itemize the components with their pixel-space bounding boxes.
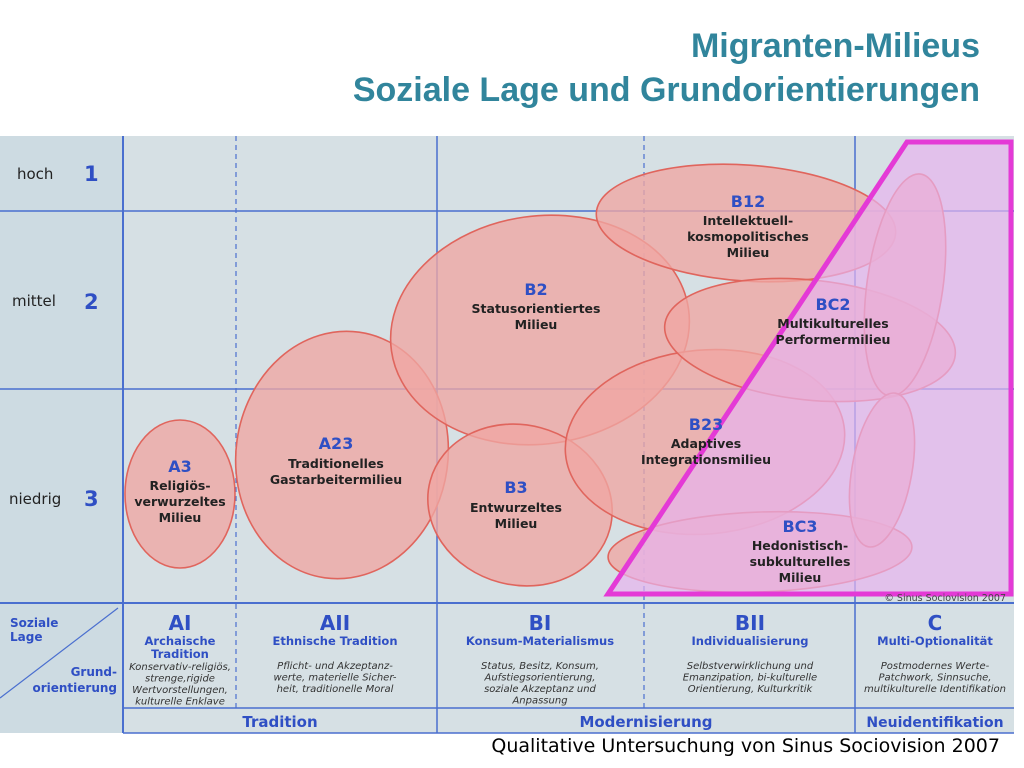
title-block: Migranten-Milieus Soziale Lage und Grund… (353, 24, 980, 112)
slide-title: Migranten-Milieus (690, 27, 980, 65)
milieu-code-a23: A23 (319, 434, 354, 453)
row-number-2: 2 (84, 290, 99, 314)
milieu-code-b12: B12 (731, 192, 765, 211)
milieu-code-b23: B23 (689, 415, 723, 434)
left-axis-panel (0, 136, 123, 603)
column-desc-bii: Selbstverwirklichung und Emanzipation, bi… (683, 661, 817, 695)
row-number-3: 3 (84, 487, 99, 511)
milieu-code-b2: B2 (524, 280, 547, 299)
copyright-note: © Sinus Sociovision 2007 (884, 593, 1006, 604)
row-labels: hoch 1 mittel 2 niedrig 3 (9, 162, 99, 511)
column-name-bi: Konsum-Materialismus (466, 634, 614, 648)
column-desc-bi: Status, Besitz, Konsum, Aufstiegsorientie… (481, 661, 599, 707)
milieu-name-a3: Religiös-verwurzeltes Milieu (134, 478, 225, 525)
slide-subtitle: Soziale Lage und Grundorientierungen (352, 71, 980, 109)
row-label-niedrig: niedrig (9, 490, 61, 508)
column-code-c: C (928, 611, 943, 635)
group-labels: Tradition Modernisierung Neuidentifikati… (242, 713, 1003, 731)
column-code-bi: BI (529, 611, 552, 635)
corner-cell (0, 603, 123, 733)
milieu-name-b23: Adaptives Integrationsmilieu (641, 436, 771, 467)
column-code-bii: BII (735, 611, 765, 635)
milieu-code-bc3: BC3 (782, 517, 817, 536)
column-name-c: Multi-Optionalität (877, 634, 993, 648)
milieu-name-a23: Traditionelles Gastarbeitermilieu (270, 456, 402, 487)
column-headers: AI Archaische Tradition Konservativ-relig… (129, 611, 1006, 708)
column-desc-aii: Pflicht- und Akzeptanz-werte, materielle… (273, 661, 396, 695)
orientation-band (123, 603, 1014, 708)
milieu-name-bc3: Hedonistisch-subkulturelles Milieu (750, 538, 851, 585)
caption: Qualitative Untersuchung von Sinus Socio… (491, 735, 1000, 757)
group-band (123, 708, 1014, 733)
milieu-name-bc2: Multikulturelles Performermilieu (776, 316, 891, 347)
row-label-hoch: hoch (17, 165, 53, 183)
milieu-name-b3: Entwurzeltes Milieu (470, 500, 562, 531)
milieu-labels: A3 Religiös-verwurzeltes Milieu A23 Tradi… (134, 192, 890, 585)
bc-overlay-area (603, 139, 1014, 597)
milieu-code-bc2: BC2 (815, 295, 850, 314)
milieu-code-b3: B3 (504, 478, 527, 497)
column-desc-c: Postmodernes Werte-Patchwork, Sinnsuche,… (864, 661, 1006, 695)
group-label-modernisierung: Modernisierung (579, 713, 712, 731)
corner-label-soziale-lage: Soziale Lage (10, 616, 58, 644)
column-name-ai: Archaische Tradition (145, 634, 216, 661)
column-desc-ai: Konservativ-religiös, strenge,rigide Wertv… (129, 662, 231, 708)
group-label-neuidentifikation: Neuidentifikation (866, 715, 1003, 731)
row-number-1: 1 (84, 162, 99, 186)
milieu-shape-a3 (124, 419, 236, 569)
column-code-ai: AI (169, 611, 192, 635)
corner-label-grundorientierung: Grund-orientierung (32, 665, 117, 695)
milieu-name-b12: Intellektuell-kosmopolitisches Milieu (687, 213, 809, 260)
milieu-name-b2: Statusorientiertes Milieu (472, 301, 601, 332)
milieu-shape-b3 (427, 423, 613, 587)
column-name-aii: Ethnische Tradition (272, 634, 397, 648)
column-name-bii: Individualisierung (691, 634, 808, 648)
column-code-aii: AII (320, 611, 350, 635)
group-label-tradition: Tradition (242, 713, 317, 731)
row-label-mittel: mittel (12, 292, 56, 310)
milieu-code-a3: A3 (168, 457, 192, 476)
